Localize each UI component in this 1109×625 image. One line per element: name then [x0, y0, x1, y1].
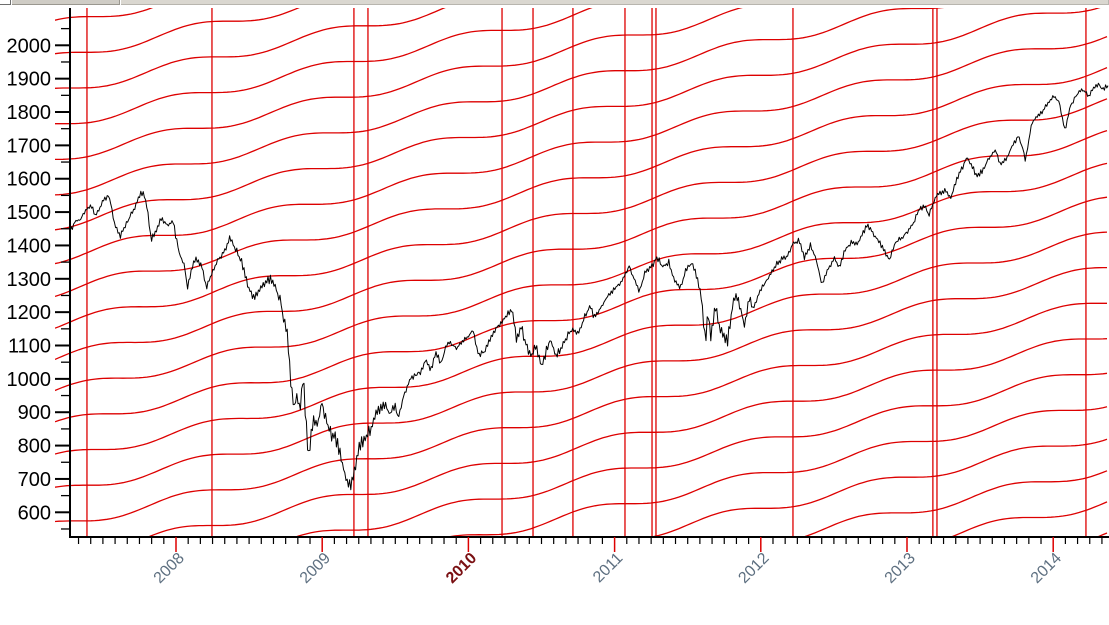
- year-label-2014: 2014: [1028, 550, 1065, 587]
- toolbar-segment: [0, 0, 11, 5]
- year-label-2012: 2012: [735, 550, 772, 587]
- y-tick-label: 1600: [7, 169, 52, 191]
- y-tick-label: 1100: [8, 336, 51, 358]
- x-axis: [69, 536, 1109, 552]
- event-vertical-lines: [86, 8, 1087, 537]
- y-tick-label: 1300: [7, 269, 52, 291]
- toolbar-segment: [12, 0, 120, 5]
- y-tick-label: 1700: [7, 135, 52, 157]
- year-label-2013: 2013: [882, 550, 919, 587]
- year-label-2010: 2010: [443, 550, 480, 587]
- year-label-2008: 2008: [151, 550, 188, 587]
- y-tick-label: 1400: [7, 235, 52, 257]
- y-axis-tick-labels: 600 700 800 900 1000 1100 1200 1300 1400 1500 1600…: [7, 35, 52, 524]
- y-tick-label: 1000: [7, 369, 52, 391]
- y-tick-label: 900: [18, 402, 51, 424]
- cycle-lines-overlay: [55, 8, 1108, 537]
- y-tick-label: 1800: [7, 102, 52, 124]
- y-tick-label: 1200: [7, 302, 52, 324]
- y-axis: [55, 8, 71, 537]
- y-tick-label: 600: [18, 502, 51, 524]
- y-tick-label: 2000: [7, 35, 52, 57]
- y-tick-label: 800: [18, 436, 51, 458]
- x-axis-year-labels: 2008 2009 2010 2011 2012 2013 2014: [151, 550, 1065, 587]
- y-tick-label: 1900: [7, 69, 52, 91]
- year-label-2009: 2009: [297, 550, 334, 587]
- y-tick-label: 700: [18, 469, 51, 491]
- y-tick-label: 1500: [7, 202, 52, 224]
- year-label-2011: 2011: [590, 550, 626, 586]
- price-series: [69, 82, 1109, 491]
